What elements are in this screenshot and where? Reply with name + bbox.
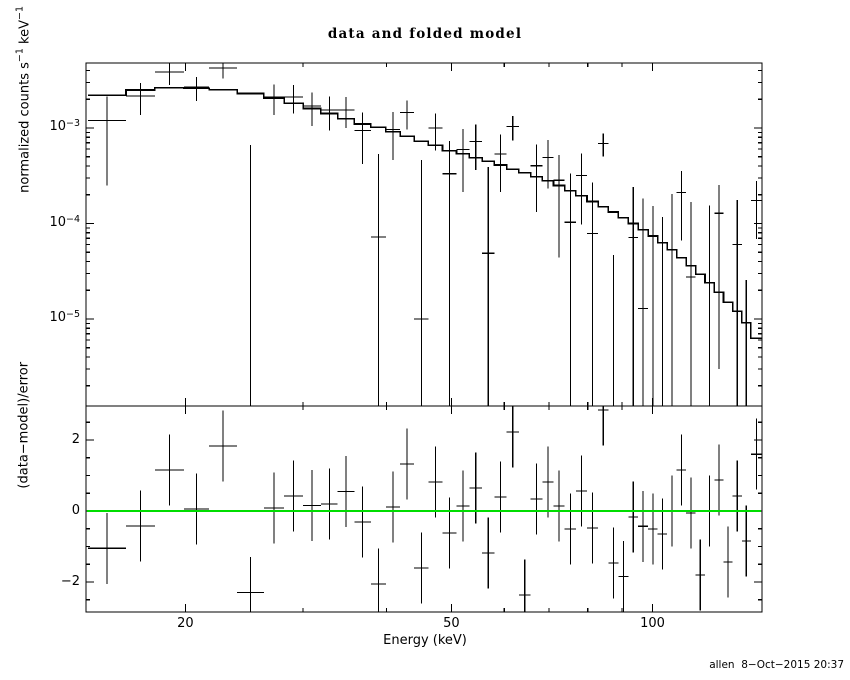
y-tick-exponent: −3 <box>65 118 80 129</box>
y-tick-base: 10 <box>49 310 66 325</box>
signature-timestamp: allen 8−Oct−2015 20:37 <box>709 659 844 671</box>
axis-ticks <box>86 63 762 612</box>
y-tick-base: 10 <box>49 119 66 134</box>
data-points-errorbars <box>88 63 763 406</box>
plot-title: data and folded model <box>327 26 523 42</box>
y-tick-label: 10−5 <box>30 309 80 327</box>
y-tick-label: 10−3 <box>30 118 80 136</box>
y-tick-label: −2 <box>60 574 80 589</box>
y-tick-exponent: −5 <box>65 309 80 320</box>
y-axis-label-top: normalized counts s−1 keV−1 <box>14 5 33 193</box>
y-tick-base: 10 <box>49 214 66 230</box>
y-tick-label: 10−4 <box>30 213 80 232</box>
y-tick-label: 0 <box>71 503 80 518</box>
y-tick-label: 2 <box>71 432 80 447</box>
x-tick-label: 20 <box>177 616 194 631</box>
x-axis-label: Energy (keV) <box>383 633 467 648</box>
folded-model-curve <box>88 86 763 339</box>
axes-frame <box>85 62 763 613</box>
y-tick-exponent: −4 <box>65 213 80 225</box>
x-tick-label: 100 <box>640 616 665 631</box>
x-tick-label: 50 <box>443 616 460 631</box>
residual-points-errorbars <box>88 406 763 612</box>
